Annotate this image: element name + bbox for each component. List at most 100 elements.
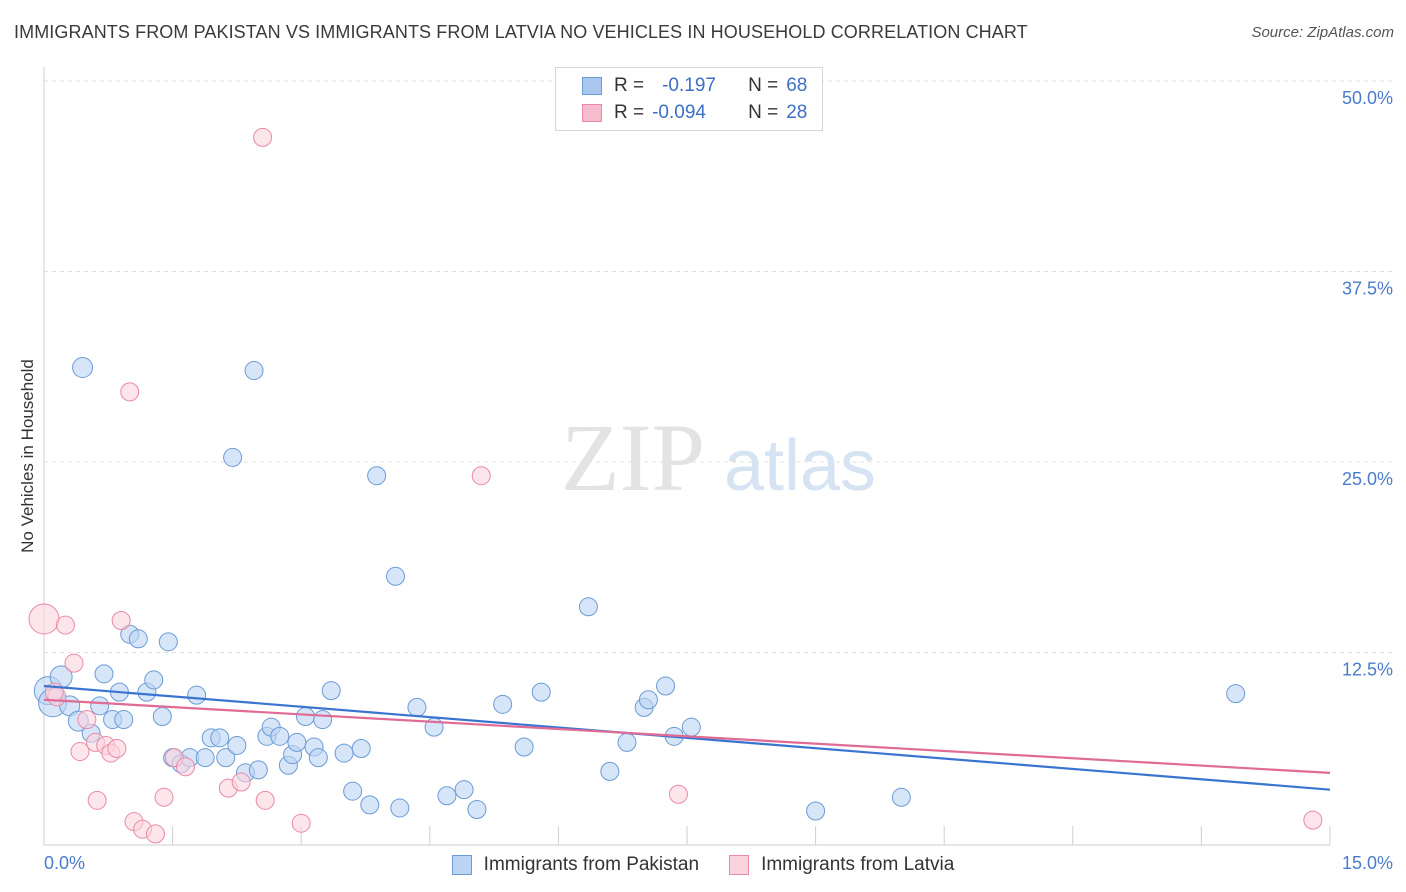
stats-row-pakistan: R = -0.197 N = 68 [556,73,807,99]
point-pakistan [390,798,410,818]
point-pakistan [287,732,307,752]
point-pakistan [407,697,427,717]
trend-line-latvia [43,698,1331,774]
stats-swatch-latvia [582,104,602,122]
point-pakistan [437,786,457,806]
stats-n-label: N = [748,102,779,123]
point-pakistan [295,707,315,727]
point-pakistan [681,717,701,737]
point-latvia [87,790,107,810]
point-pakistan [454,780,474,800]
tick-labels: 12.5% 25.0% 37.5% 50.0% 0.0% 15.0% [44,88,1393,873]
legend-label-latvia: Immigrants from Latvia [761,854,955,875]
point-pakistan [223,447,243,467]
point-pakistan [244,361,264,381]
point-pakistan [514,737,534,757]
point-pakistan [367,466,387,486]
point-pakistan [1226,684,1246,704]
axes [43,67,1331,846]
legend: Immigrants from Pakistan Immigrants from… [0,850,1406,880]
point-latvia [70,742,90,762]
point-pakistan [386,566,406,586]
stats-r-label: R = [614,102,645,123]
point-latvia [28,603,60,635]
point-pakistan [308,748,328,768]
point-latvia [1303,810,1323,830]
point-latvia [471,466,491,486]
trend-line-pakistan [43,684,1331,791]
legend-item-latvia[interactable]: Immigrants from Latvia [729,854,954,876]
y-tick-label: 37.5% [1342,279,1393,299]
point-pakistan [248,760,268,780]
point-pakistan [656,676,676,696]
point-pakistan [72,357,94,379]
point-pakistan [94,664,114,684]
data-points [28,127,1323,844]
point-pakistan [144,670,164,690]
point-latvia [120,382,140,402]
stats-r-value: -0.197 [662,75,716,96]
stats-n-value: 28 [786,102,808,123]
y-tick-label: 50.0% [1342,88,1393,108]
point-pakistan [891,787,911,807]
point-pakistan [493,694,513,714]
legend-swatch-latvia [729,855,750,875]
point-pakistan [321,681,341,701]
point-latvia [291,813,311,833]
point-latvia [668,784,688,804]
point-pakistan [638,690,658,710]
trend-lines [43,684,1331,791]
stats-swatch-pakistan [582,77,602,95]
legend-label-pakistan: Immigrants from Pakistan [483,854,700,875]
point-pakistan [114,710,134,730]
point-pakistan [467,799,487,819]
source-label: Source: ZipAtlas.com [1251,24,1394,41]
stats-r-label: R = [614,75,645,96]
point-pakistan [334,743,354,763]
stats-box: R = -0.197 N = 68 R = -0.094 N = 28 [555,67,823,131]
point-pakistan [313,710,333,730]
x-tick-label: 15.0% [1342,853,1393,873]
point-pakistan [227,735,247,755]
point-latvia [64,653,84,673]
stats-n-label: N = [748,75,779,96]
x-tick-label: 0.0% [44,853,85,873]
point-latvia [111,610,131,630]
point-latvia [154,787,174,807]
legend-swatch-pakistan [451,855,472,875]
point-pakistan [351,739,371,759]
point-latvia [77,710,97,730]
point-pakistan [578,597,598,617]
point-latvia [231,772,251,792]
stats-n-value: 68 [786,75,808,96]
point-pakistan [187,685,207,705]
point-pakistan [360,795,380,815]
point-pakistan [216,748,236,768]
point-pakistan [128,629,148,649]
point-pakistan [343,781,363,801]
point-pakistan [158,632,178,652]
point-latvia [107,739,127,759]
grid-lines [44,80,1392,653]
point-pakistan [90,696,110,716]
chart-title: IMMIGRANTS FROM PAKISTAN VS IMMIGRANTS F… [14,22,1028,42]
point-pakistan [806,801,826,821]
point-pakistan [270,726,290,746]
point-pakistan [617,732,637,752]
stats-r-value: -0.094 [652,102,706,123]
stats-row-latvia: R = -0.094 N = 28 [556,100,807,126]
point-latvia [253,127,273,147]
y-tick-label: 12.5% [1342,660,1393,680]
y-tick-label: 25.0% [1342,469,1393,489]
watermark-zip: ZIP [561,404,705,511]
legend-item-pakistan[interactable]: Immigrants from Pakistan [451,854,700,876]
point-latvia [255,790,275,810]
point-latvia [175,757,195,777]
point-latvia [145,824,165,844]
point-pakistan [531,682,551,702]
point-latvia [55,615,75,635]
point-pakistan [210,728,230,748]
watermark-atlas: atlas [724,426,876,506]
point-pakistan [600,761,620,781]
